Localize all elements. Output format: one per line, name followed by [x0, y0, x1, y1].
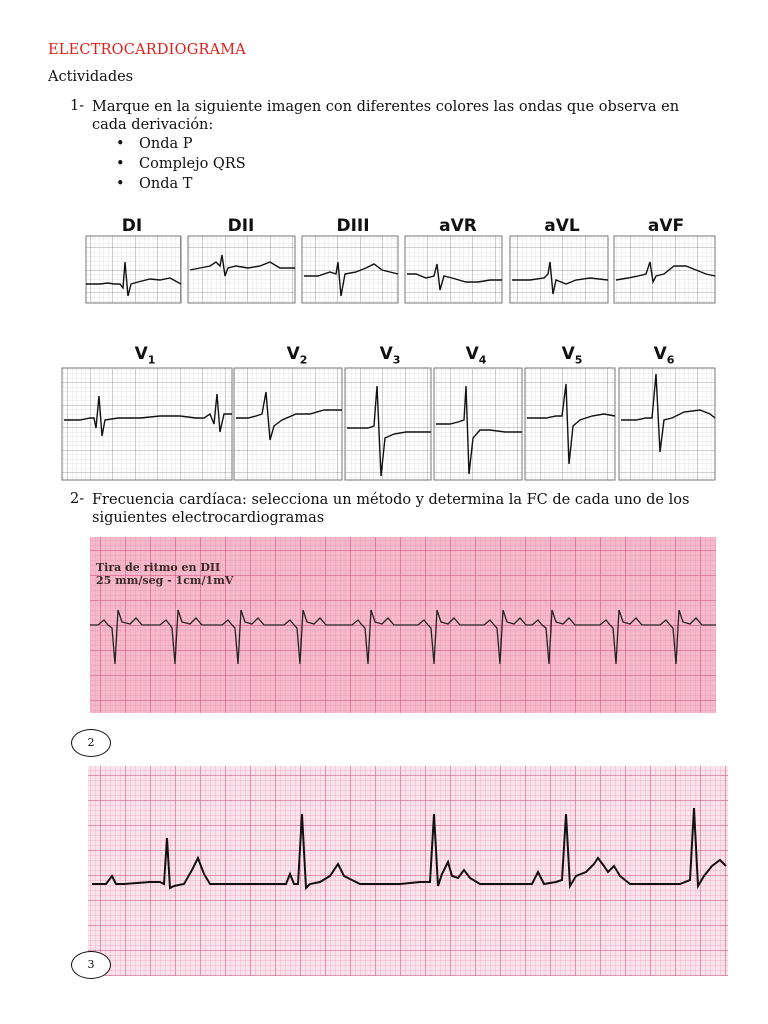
lead-box-avr — [404, 235, 503, 304]
lead-box-v5 — [524, 367, 616, 481]
bullet-onda-p: Onda P — [139, 136, 193, 152]
section-subtitle: Actividades — [48, 69, 134, 85]
lead-label-dii: DII — [227, 216, 255, 236]
lead-box-di — [85, 235, 182, 304]
lead-label-v3: V3 — [379, 344, 401, 367]
lead-box-v3 — [344, 367, 432, 481]
lead-label-di: DI — [121, 216, 143, 236]
lead-label-diii: DIII — [336, 216, 370, 236]
lead-label-v2: V2 — [286, 344, 308, 367]
bullet-complejo-qrs: Complejo QRS — [139, 156, 246, 172]
strip-label-2: 2 — [71, 729, 111, 757]
strip-1-caption-line-2: 25 mm/seg - 1cm/1mV — [96, 574, 234, 587]
lead-label-avl: aVL — [544, 216, 580, 236]
question-2-text: Frecuencia cardíaca: selecciona un métod… — [92, 492, 690, 526]
lead-box-v6 — [618, 367, 716, 481]
bullet-icon: • — [116, 136, 125, 152]
lead-box-v2 — [233, 367, 343, 481]
lead-label-v5: V5 — [561, 344, 583, 367]
strip-1-caption: Tira de ritmo en DII 25 mm/seg - 1cm/1mV — [96, 561, 233, 587]
lead-label-v1: V1 — [134, 344, 156, 367]
strip-1-caption-line-1: Tira de ritmo en DII — [96, 561, 221, 574]
bullet-onda-t: Onda T — [139, 176, 193, 192]
bullet-icon: • — [116, 156, 125, 172]
lead-box-v1 — [61, 367, 233, 481]
lead-label-avf: aVF — [647, 216, 685, 236]
question-1-number: 1- — [70, 98, 85, 114]
lead-box-avf — [613, 235, 716, 304]
lead-box-v4 — [433, 367, 523, 481]
lead-label-avr: aVR — [439, 216, 477, 236]
lead-box-dii — [187, 235, 296, 304]
strip-label-3: 3 — [71, 951, 111, 979]
page-title: ELECTROCARDIOGRAMA — [48, 42, 246, 58]
ecg-strip-2 — [88, 766, 728, 976]
question-2-number: 2- — [70, 491, 85, 507]
question-1-text: Marque en la siguiente imagen con difere… — [92, 99, 680, 133]
lead-box-avl — [509, 235, 609, 304]
lead-label-v6: V6 — [653, 344, 675, 367]
lead-box-diii — [301, 235, 399, 304]
lead-label-v4: V4 — [465, 344, 487, 367]
bullet-icon: • — [116, 176, 125, 192]
